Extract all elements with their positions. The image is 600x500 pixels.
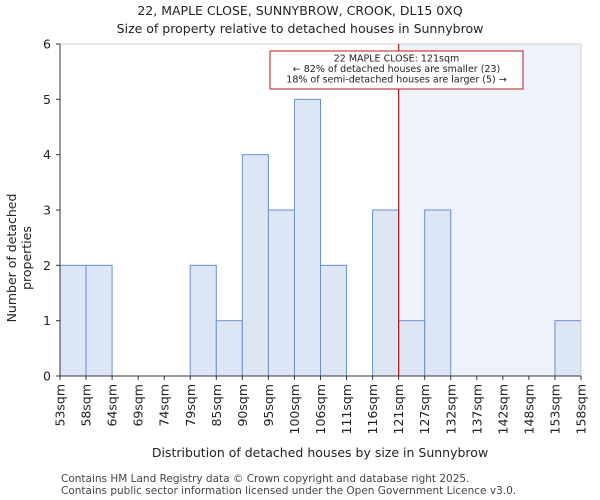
bar-106sqm[interactable] (320, 264, 348, 377)
bar-100sqm[interactable] (293, 98, 322, 377)
bar-90sqm[interactable] (241, 154, 269, 377)
x-tick-label-100sqm: 100sqm (287, 384, 302, 434)
bar-127sqm[interactable] (424, 209, 452, 377)
annotation-box (269, 50, 524, 90)
x-tick-label-158sqm: 158sqm (574, 384, 589, 434)
y-tick-label: 0 (43, 369, 51, 384)
x-tick-label-127sqm: 127sqm (417, 384, 432, 434)
x-tick-label-79sqm: 79sqm (183, 384, 198, 427)
x-axis-label: Distribution of detached houses by size … (151, 445, 489, 460)
bar-79sqm[interactable] (189, 264, 217, 377)
x-tick-label-74sqm: 74sqm (157, 384, 172, 427)
x-tick-label-58sqm: 58sqm (79, 384, 94, 427)
chart-title-address: 22, MAPLE CLOSE, SUNNYBROW, CROOK, DL15 … (137, 3, 463, 18)
y-tick-label: 4 (43, 147, 51, 162)
y-tick-label: 6 (43, 37, 51, 52)
bar-53sqm[interactable] (59, 264, 87, 377)
y-tick-label: 1 (43, 313, 51, 328)
footer-copyright: Contains HM Land Registry data © Crown c… (61, 473, 470, 485)
bar-85sqm[interactable] (215, 320, 243, 377)
x-tick-label-142sqm: 142sqm (495, 384, 510, 434)
x-tick-label-121sqm: 121sqm (391, 384, 406, 434)
x-tick-label-95sqm: 95sqm (261, 384, 276, 427)
x-tick-label-106sqm: 106sqm (313, 384, 328, 434)
annotation-line-2: ← 82% of detached houses are smaller (23… (293, 64, 500, 75)
annotation-line-1: 22 MAPLE CLOSE: 121sqm (334, 54, 460, 65)
bar-121sqm[interactable] (398, 320, 426, 377)
y-axis-label: Number of detached properties (4, 193, 34, 323)
x-tick-label-137sqm: 137sqm (469, 384, 484, 434)
bar-58sqm[interactable] (85, 264, 113, 377)
bar-116sqm[interactable] (372, 209, 400, 377)
x-tick-label-85sqm: 85sqm (209, 384, 224, 427)
x-tick-label-64sqm: 64sqm (105, 384, 120, 427)
x-tick-label-148sqm: 148sqm (521, 384, 536, 434)
x-tick-label-90sqm: 90sqm (235, 384, 250, 427)
x-tick-label-69sqm: 69sqm (131, 384, 146, 427)
x-tick-label-111sqm: 111sqm (339, 384, 354, 434)
bar-95sqm[interactable] (267, 209, 295, 377)
x-tick-label-153sqm: 153sqm (547, 384, 562, 434)
x-tick-label-132sqm: 132sqm (443, 384, 458, 434)
bar-153sqm[interactable] (554, 320, 582, 377)
y-tick-label: 2 (43, 258, 51, 273)
y-tick-label: 3 (43, 203, 51, 218)
x-tick-label-116sqm: 116sqm (365, 384, 380, 434)
y-tick-label: 5 (43, 92, 51, 107)
chart-subtitle: Size of property relative to detached ho… (116, 21, 484, 36)
footer-licence: Contains public sector information licen… (61, 485, 517, 497)
x-tick-label-53sqm: 53sqm (53, 384, 68, 427)
annotation-line-3: 18% of semi-detached houses are larger (… (286, 75, 506, 86)
